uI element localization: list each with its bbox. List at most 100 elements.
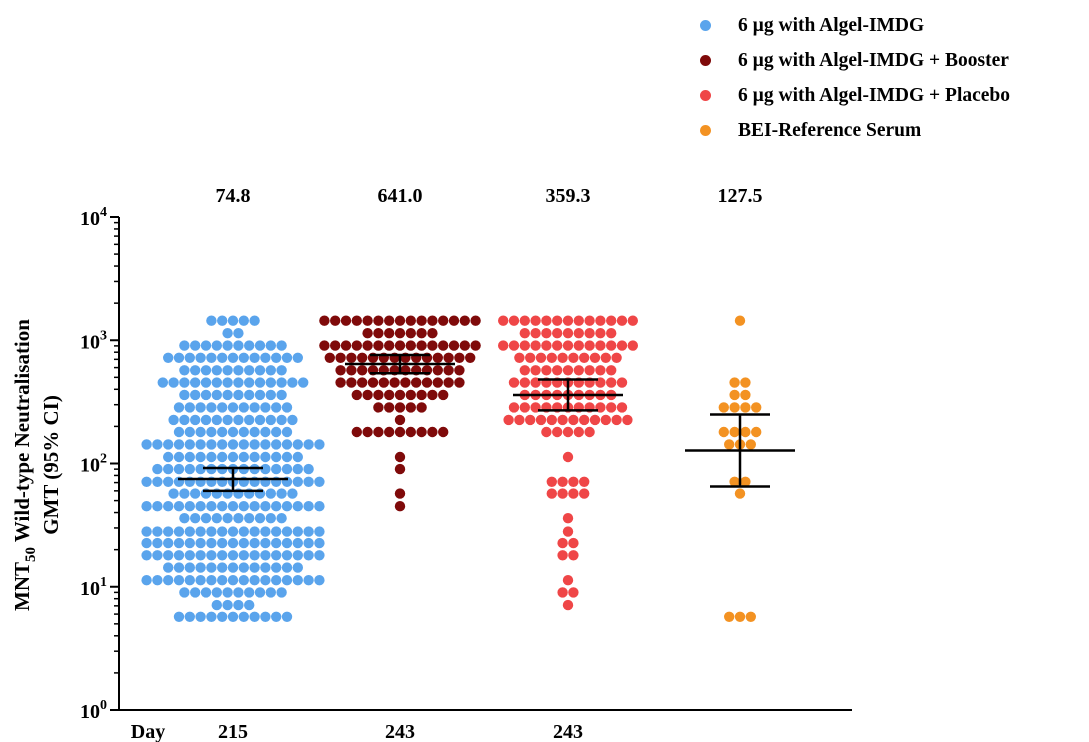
data-point: [249, 452, 259, 462]
data-point: [438, 340, 448, 350]
data-point: [525, 415, 535, 425]
data-point: [185, 501, 195, 511]
data-point: [217, 439, 227, 449]
data-point: [557, 550, 567, 560]
data-point: [595, 316, 605, 326]
data-point: [579, 415, 589, 425]
data-point: [729, 427, 739, 437]
data-point: [525, 353, 535, 363]
data-point: [547, 477, 557, 487]
data-point: [568, 587, 578, 597]
data-point: [335, 365, 345, 375]
data-point: [509, 340, 519, 350]
legend-marker: [700, 90, 711, 101]
data-point: [168, 415, 178, 425]
data-point: [293, 526, 303, 536]
data-point: [617, 340, 627, 350]
data-point: [201, 390, 211, 400]
data-point: [185, 452, 195, 462]
data-point: [239, 612, 249, 622]
data-point: [168, 377, 178, 387]
data-point: [266, 513, 276, 523]
data-point: [557, 488, 567, 498]
data-point: [395, 427, 405, 437]
data-point: [746, 612, 756, 622]
data-point: [460, 316, 470, 326]
data-point: [568, 550, 578, 560]
data-point: [427, 328, 437, 338]
data-point: [255, 377, 265, 387]
legend-marker: [700, 125, 711, 136]
data-point: [563, 600, 573, 610]
data-point: [239, 575, 249, 585]
data-point: [222, 377, 232, 387]
data-point: [222, 587, 232, 597]
data-point: [557, 587, 567, 597]
legend-label: 6 µg with Algel-IMDG: [738, 15, 924, 37]
data-point: [244, 340, 254, 350]
data-point: [406, 340, 416, 350]
data-point: [595, 340, 605, 350]
data-point: [228, 427, 238, 437]
data-point: [303, 538, 313, 548]
data-point: [563, 365, 573, 375]
data-point: [411, 377, 421, 387]
data-point: [239, 439, 249, 449]
data-point: [266, 587, 276, 597]
data-point: [266, 377, 276, 387]
data-point: [362, 340, 372, 350]
data-point: [201, 587, 211, 597]
data-point: [729, 402, 739, 412]
y-tick-label: 100: [80, 698, 107, 723]
data-point: [541, 365, 551, 375]
data-point: [352, 316, 362, 326]
data-point: [579, 353, 589, 363]
data-point: [276, 488, 286, 498]
data-point: [255, 415, 265, 425]
data-point: [335, 377, 345, 387]
data-point: [217, 550, 227, 560]
data-point: [266, 390, 276, 400]
data-point: [303, 550, 313, 560]
data-point: [443, 353, 453, 363]
data-point: [724, 439, 734, 449]
data-point: [217, 526, 227, 536]
data-point: [454, 353, 464, 363]
data-point: [228, 452, 238, 462]
data-point: [249, 316, 259, 326]
data-point: [212, 415, 222, 425]
data-point: [362, 316, 372, 326]
data-point: [185, 538, 195, 548]
data-point: [244, 415, 254, 425]
data-point: [239, 353, 249, 363]
data-point: [206, 427, 216, 437]
legend-marker: [700, 55, 711, 66]
data-point: [163, 501, 173, 511]
data-point: [249, 501, 259, 511]
data-point: [617, 377, 627, 387]
data-point: [260, 550, 270, 560]
data-point: [314, 501, 324, 511]
data-point: [212, 377, 222, 387]
data-point: [719, 402, 729, 412]
data-point: [239, 402, 249, 412]
data-point: [443, 365, 453, 375]
data-point: [395, 390, 405, 400]
y-tick-label: 101: [80, 575, 107, 600]
data-point: [568, 353, 578, 363]
data-point: [740, 427, 750, 437]
data-point: [384, 427, 394, 437]
data-point: [449, 340, 459, 350]
data-point: [271, 575, 281, 585]
gmt-value-label: 359.3: [546, 185, 591, 207]
data-point: [206, 452, 216, 462]
data-point: [287, 415, 297, 425]
data-point: [212, 340, 222, 350]
data-point: [174, 353, 184, 363]
data-point: [233, 377, 243, 387]
data-point: [152, 526, 162, 536]
data-point: [520, 377, 530, 387]
data-point: [319, 340, 329, 350]
data-point: [239, 562, 249, 572]
data-point: [141, 501, 151, 511]
